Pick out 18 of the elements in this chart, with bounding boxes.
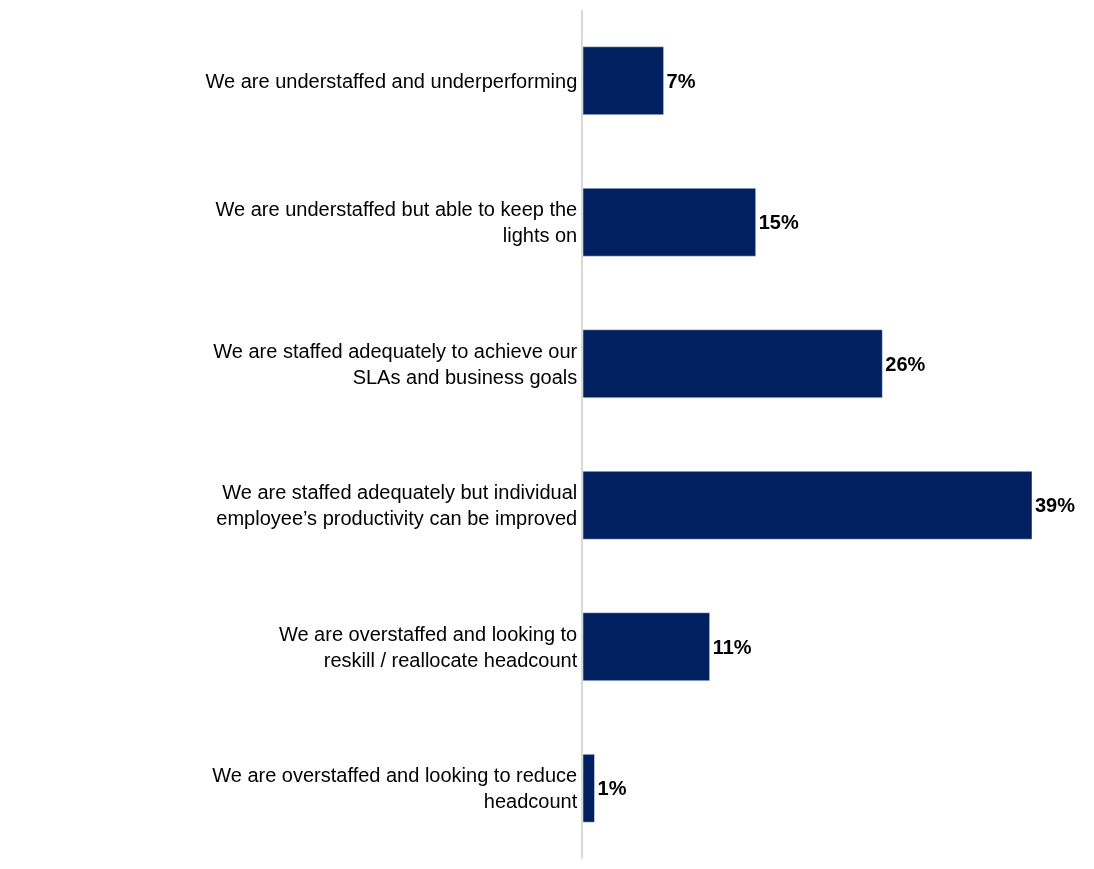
y-tick-label: We are overstaffed and looking to reskill / reallocate headcount bbox=[278, 622, 578, 671]
bar bbox=[583, 471, 1032, 540]
data-label: 1% bbox=[597, 777, 627, 800]
data-label: 26% bbox=[885, 352, 926, 375]
y-tick-label: We are understaffed but able to keep the lights on bbox=[215, 198, 578, 247]
data-label: 39% bbox=[1035, 494, 1076, 517]
bar bbox=[583, 188, 756, 257]
data-label: 11% bbox=[712, 635, 752, 658]
y-tick-label: We are overstaffed and looking to reduce headcount bbox=[212, 764, 578, 813]
bar bbox=[583, 329, 883, 398]
bar bbox=[583, 46, 664, 115]
y-tick-label: We are staffed adequately to achieve our SLAs and business goals bbox=[213, 339, 578, 388]
bar bbox=[583, 612, 710, 681]
y-tick-label: We are staffed adequately but individual employee’s productivity can be improved bbox=[216, 481, 578, 530]
data-label: 7% bbox=[666, 69, 696, 92]
bar bbox=[583, 754, 595, 823]
data-label: 15% bbox=[758, 211, 799, 234]
y-tick-label: We are understaffed and underperforming bbox=[205, 69, 578, 92]
